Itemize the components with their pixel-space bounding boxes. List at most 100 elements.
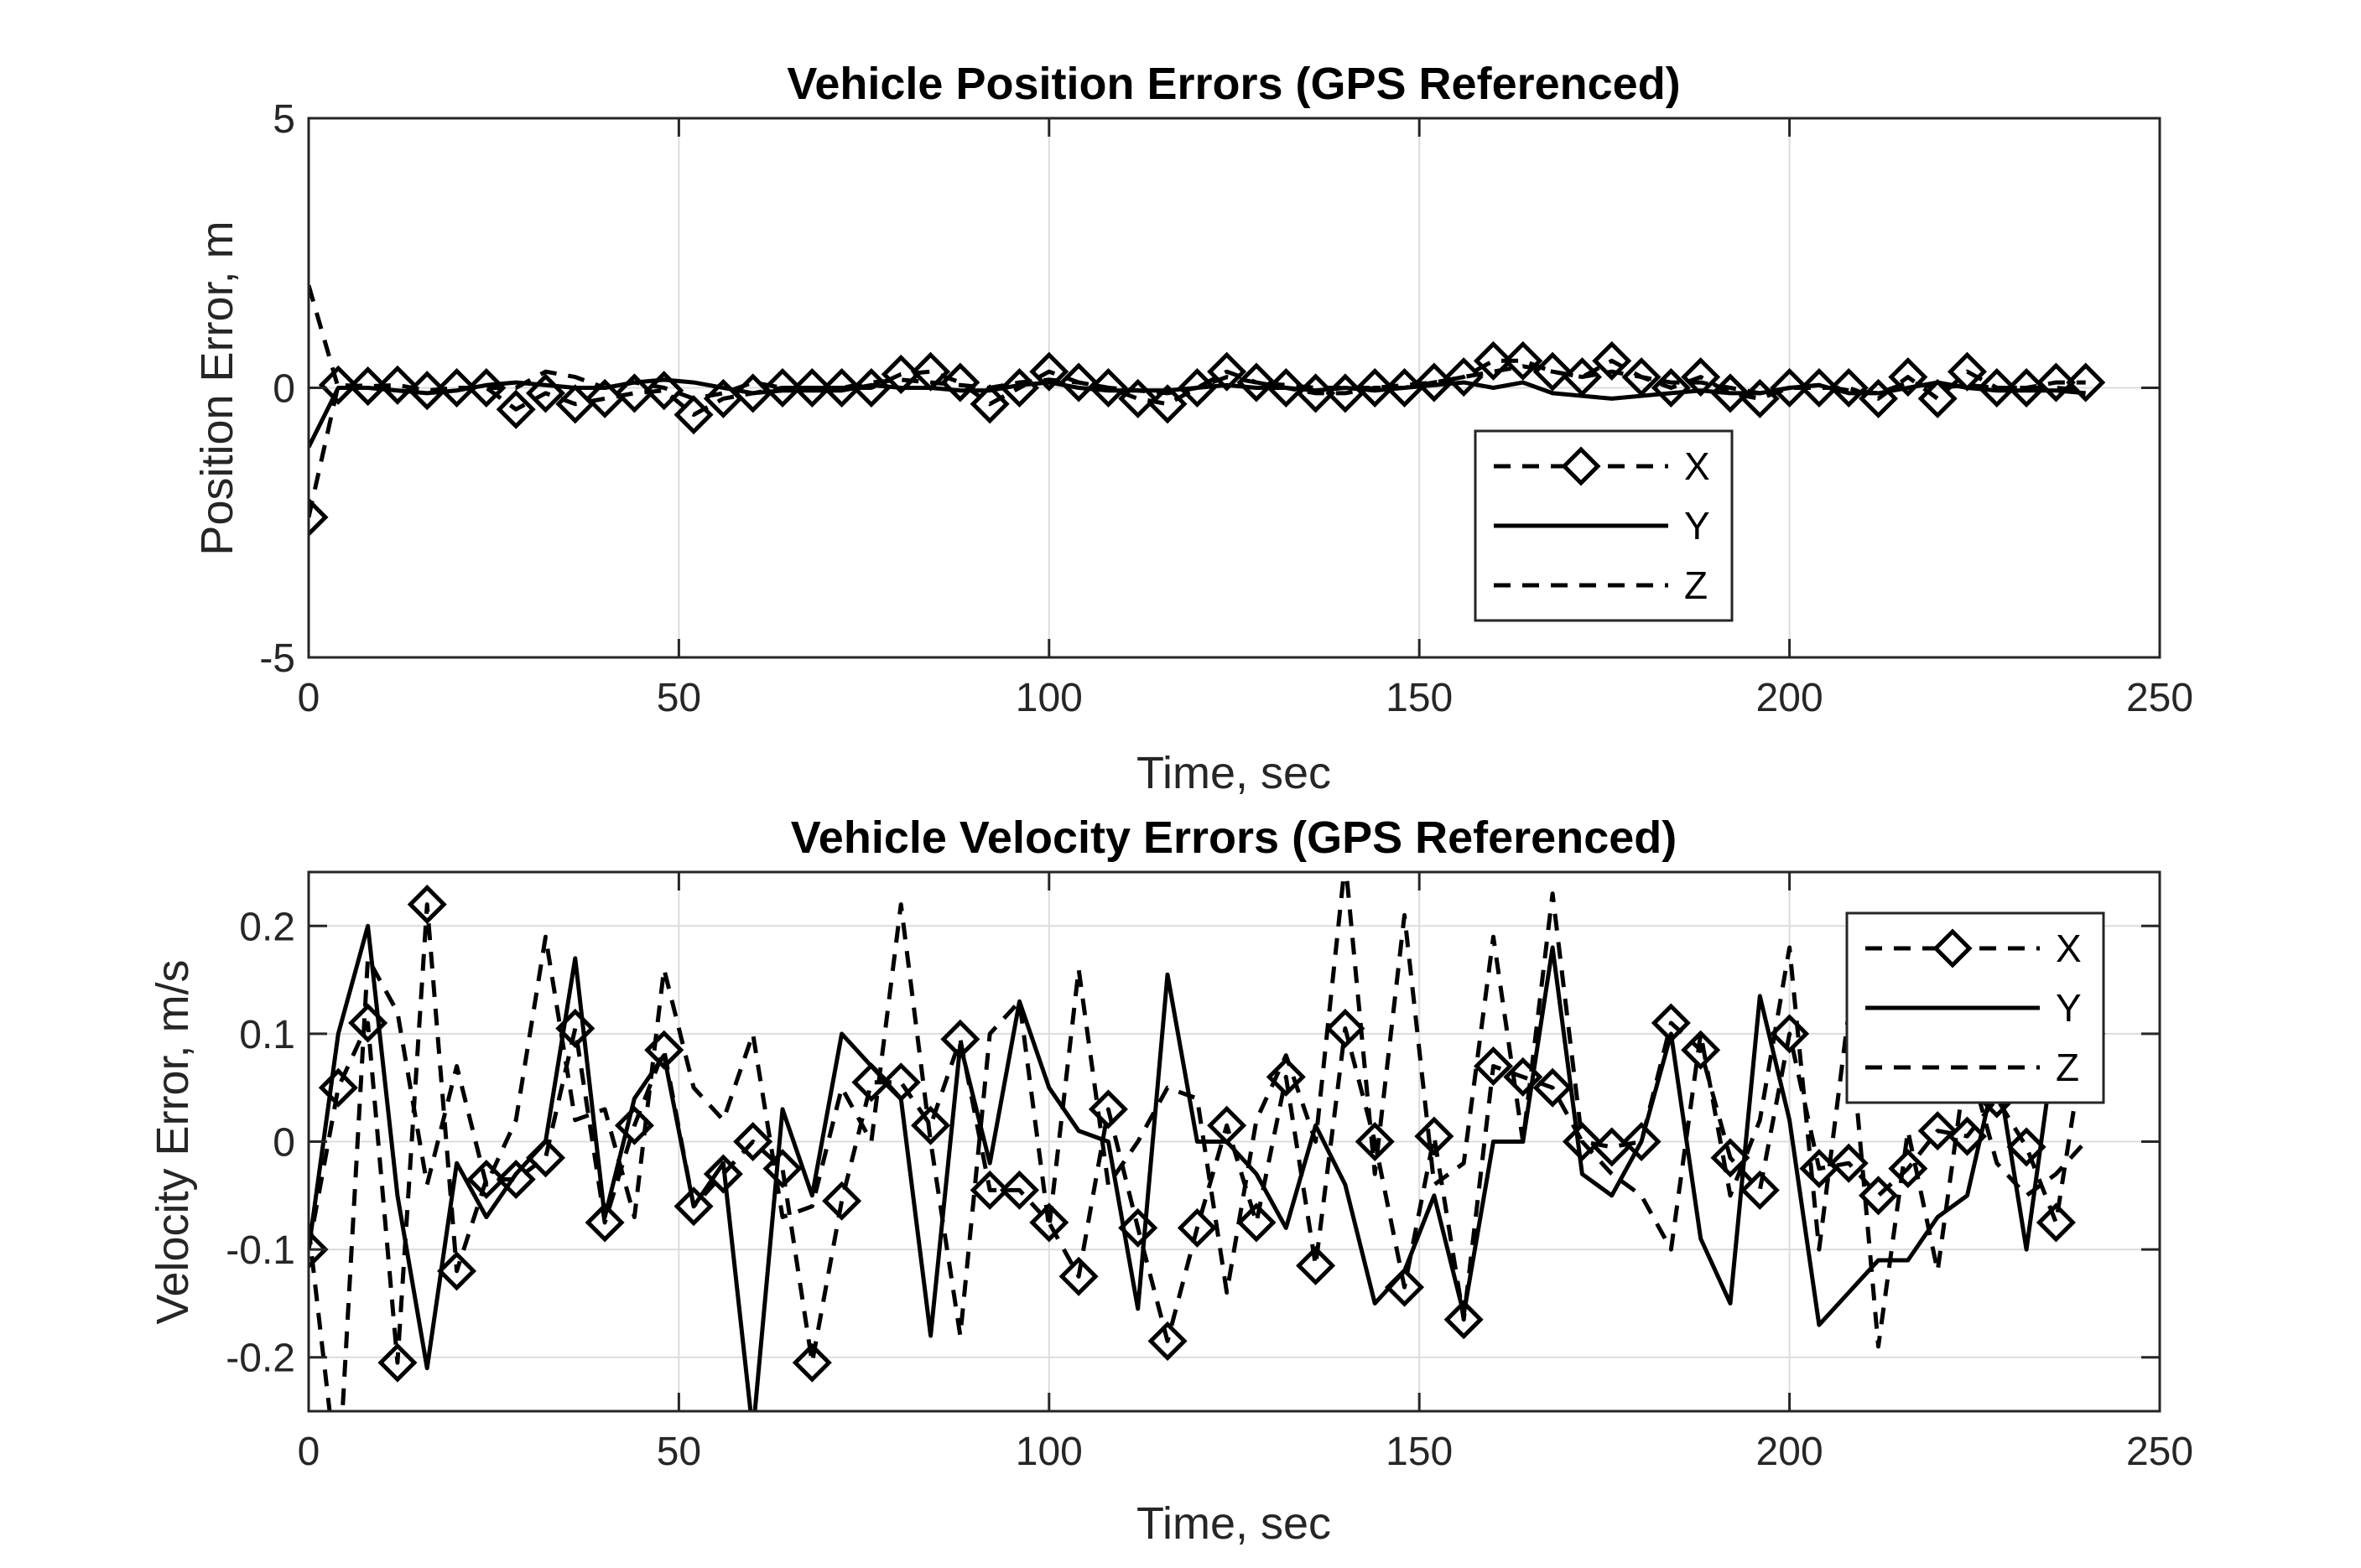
velocity-series-x-line — [309, 902, 2088, 1365]
velocity-series-x-diamond-point — [1859, 1176, 1899, 1216]
velocity-x-tick-label: 200 — [1756, 1430, 1823, 1474]
velocity-y-tick-label: 0.1 — [239, 1013, 295, 1057]
position-series-x-diamond-point — [407, 371, 447, 411]
position-series-x-diamond-point — [1236, 362, 1277, 402]
position-series-x-diamond-point — [309, 497, 329, 537]
position-y-axis-label: Position Error, m — [192, 221, 242, 555]
velocity-series-x-diamond-point — [1029, 1202, 1069, 1243]
position-y-tick-label: 5 — [273, 97, 295, 142]
velocity-y-tick-label: 0.2 — [239, 905, 295, 949]
position-chart: 0 50 100 150 200 250-505 Vehicle Position Err… — [192, 59, 2193, 798]
position-series — [309, 284, 2106, 537]
position-series-x-diamond-point — [1207, 351, 1247, 392]
position-series-x-diamond-point — [644, 371, 684, 411]
velocity-series-x-diamond-point — [1503, 1057, 1543, 1097]
position-ticks: 0 50 100 150 200 250-505 — [259, 97, 2193, 720]
velocity-series-x-diamond-point — [1710, 1138, 1750, 1178]
velocity-series-x-diamond-point — [318, 1067, 358, 1108]
position-series-x-diamond-point — [851, 367, 892, 408]
position-series-x-diamond-point — [496, 389, 536, 429]
velocity-series-x-diamond-point — [525, 1138, 566, 1178]
velocity-series-x-diamond-point — [614, 1105, 654, 1145]
velocity-series-x-diamond-point — [1532, 1067, 1573, 1108]
velocity-series-x-diamond-point — [1770, 1014, 1810, 1054]
position-series-x-diamond-point — [1977, 367, 2017, 408]
velocity-ticks: 0 50 100 150 200 250 -0.2 -0.1 0 0.1 0.2 — [226, 872, 2193, 1474]
velocity-series-x-diamond-point — [762, 1149, 803, 1189]
velocity-legend: X Y Z — [1845, 911, 2105, 1104]
velocity-series-x-diamond-point — [911, 1105, 951, 1145]
position-series-x-diamond-point — [318, 365, 358, 405]
velocity-legend-entry-y: Y — [1865, 986, 2082, 1030]
velocity-chart: 0 50 100 150 200 250 -0.2 -0.1 0 0.1 0.2 Vehicle V… — [148, 813, 2193, 1549]
velocity-series-x-diamond-point — [1562, 1121, 1602, 1162]
position-series-x-diamond-point — [1177, 367, 1217, 408]
position-series-x-diamond-point — [762, 367, 803, 408]
position-series-x-diamond-point — [940, 362, 980, 402]
velocity-series-x-diamond-point — [1651, 1003, 1691, 1043]
velocity-series-x-diamond-point — [377, 1342, 418, 1383]
velocity-series-x-diamond-point — [466, 1159, 507, 1200]
position-series-x-diamond-point — [1888, 357, 1928, 397]
velocity-x-tick-label: 250 — [2126, 1430, 2193, 1474]
velocity-series-x-diamond-point — [585, 1202, 625, 1243]
velocity-legend-entry-x: X — [1865, 927, 2082, 970]
position-legend-x-label: X — [1684, 444, 1710, 488]
velocity-series-x-diamond-point — [1888, 1149, 1928, 1189]
position-series-x-diamond-point — [614, 373, 654, 413]
position-series-x-diamond-point — [1947, 351, 1988, 392]
velocity-legend-entry-z: Z — [1865, 1046, 2079, 1089]
position-legend-entry-x: X — [1494, 444, 1710, 488]
position-series-x-diamond-point — [348, 366, 388, 407]
velocity-series-x-diamond-point — [1681, 1030, 1721, 1070]
position-x-tick-label: 0 — [298, 676, 320, 720]
velocity-series-x-diamond-point — [407, 885, 447, 925]
velocity-series-x-diamond-point — [1088, 1089, 1128, 1129]
position-series-x-diamond-point — [2066, 362, 2106, 402]
velocity-legend-y-label: Y — [2056, 986, 2082, 1030]
velocity-series-x-diamond-point — [437, 1251, 477, 1291]
position-series-x-diamond-point — [1681, 357, 1721, 397]
velocity-x-tick-label: 150 — [1386, 1430, 1453, 1474]
velocity-series-x-diamond-point — [1266, 1057, 1306, 1097]
velocity-series-x-diamond-point — [1740, 1170, 1780, 1210]
velocity-series-y-line — [309, 923, 2086, 1411]
position-series-x-diamond-point — [970, 384, 1010, 424]
position-series-x-diamond-point — [1118, 378, 1158, 418]
position-x-tick-label: 250 — [2126, 676, 2193, 720]
position-series-x-diamond-point — [1296, 373, 1336, 413]
velocity-series-x-diamond-point — [1355, 1121, 1395, 1162]
position-series-x-diamond-point — [437, 367, 477, 408]
position-series-x-diamond-point — [999, 367, 1040, 408]
velocity-series-x-diamond-point — [1177, 1207, 1217, 1248]
position-series-x-diamond-point — [525, 373, 566, 413]
position-series-x-diamond-point — [2036, 362, 2076, 402]
position-legend-y-label: Y — [1684, 504, 1710, 548]
position-x-tick-label: 200 — [1756, 676, 1823, 720]
velocity-x-axis-label: Time, sec — [1136, 1498, 1331, 1549]
velocity-x-tick-label: 0 — [298, 1430, 320, 1474]
position-series-x-diamond-point — [377, 365, 418, 405]
position-chart-title: Vehicle Position Errors (GPS Referenced) — [787, 59, 1680, 109]
position-series-x-diamond-point — [1859, 378, 1899, 418]
velocity-series-x-diamond-point — [851, 1062, 892, 1103]
velocity-series-x-diamond-point — [970, 1170, 1010, 1210]
velocity-x-tick-label: 50 — [657, 1430, 701, 1474]
velocity-series-x-diamond-point — [1118, 1207, 1158, 1248]
position-legend-x-diamond-marker — [1561, 446, 1601, 486]
velocity-series-x-diamond-point — [733, 1121, 773, 1162]
velocity-series — [309, 872, 2106, 1411]
position-legend-entry-y: Y — [1494, 504, 1710, 548]
position-series-x-diamond-point — [911, 351, 951, 392]
position-legend-entry-z: Z — [1494, 563, 1708, 607]
velocity-series-x-diamond-point — [348, 1003, 388, 1043]
position-series-x-diamond-point — [1651, 367, 1691, 408]
velocity-series-x-diamond-point — [309, 1229, 329, 1269]
velocity-series-x-diamond-point — [673, 1186, 714, 1227]
position-series-x-diamond-point — [1443, 357, 1484, 397]
position-series-x-diamond-point — [1592, 340, 1632, 381]
position-series-x-diamond-point — [1621, 357, 1662, 397]
velocity-series-x-diamond-point — [1621, 1121, 1662, 1162]
velocity-series-x-diamond-point — [644, 1030, 684, 1070]
